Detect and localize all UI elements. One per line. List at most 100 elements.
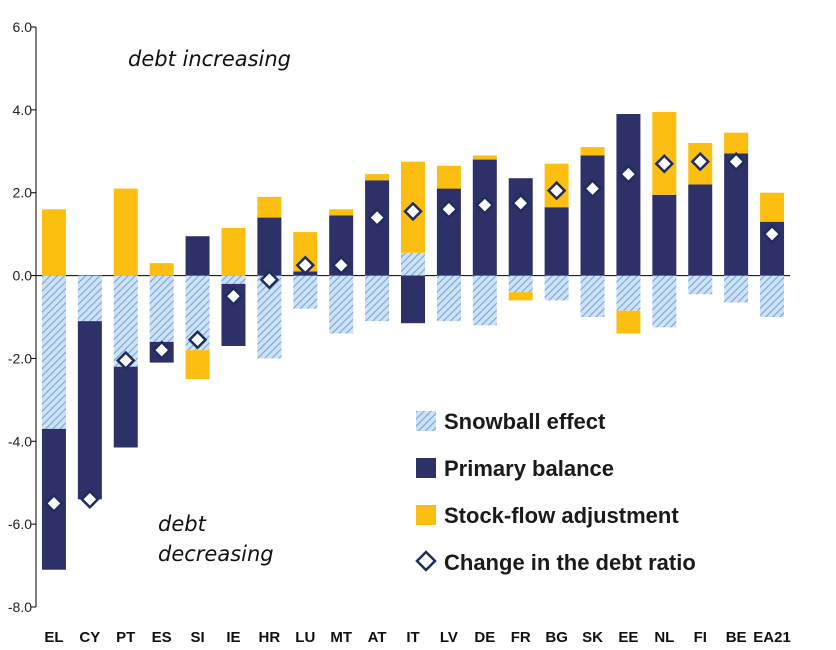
legend-swatch-snowball xyxy=(416,411,436,431)
x-tick-label-ea21: EA21 xyxy=(753,629,791,646)
x-tick-label-si: SI xyxy=(190,629,204,646)
stock-flow-bar-ea21 xyxy=(760,192,785,222)
y-tick-label: -8.0 xyxy=(8,599,32,615)
annotation-debt: debt xyxy=(158,512,207,536)
snowball-bar-es xyxy=(149,275,174,342)
x-tick-label-mt: MT xyxy=(330,629,352,646)
x-tick-label-at: AT xyxy=(368,629,387,646)
primary-balance-bar-hr xyxy=(257,217,282,276)
x-tick-label-cy: CY xyxy=(79,629,100,646)
y-tick-label: 6.0 xyxy=(13,19,33,35)
annotation-debt-increasing: debt increasing xyxy=(128,47,291,71)
snowball-bar-de xyxy=(472,275,497,326)
debt-change-marker-ee xyxy=(618,164,639,184)
primary-balance-bar-at xyxy=(365,180,390,276)
debt-change-marker-hr xyxy=(259,269,280,290)
debt-change-marker-pt xyxy=(115,350,136,371)
primary-balance-bar-cy xyxy=(77,321,102,500)
x-tick-label-ee: EE xyxy=(618,629,638,646)
snowball-bar-it xyxy=(401,252,425,276)
annotation-decreasing: decreasing xyxy=(158,542,274,566)
snowball-bar-fr xyxy=(508,275,533,293)
snowball-bar-ee xyxy=(616,275,641,311)
stock-flow-bar-nl xyxy=(652,111,677,195)
primary-balance-bar-fr xyxy=(508,178,533,276)
x-tick-label-sk: SK xyxy=(582,629,603,646)
primary-balance-bar-bg xyxy=(544,207,569,276)
stock-flow-bar-hr xyxy=(257,196,282,218)
y-tick-label: 4.0 xyxy=(13,102,33,118)
stock-flow-bar-el xyxy=(41,209,66,276)
primary-balance-bar-fi xyxy=(688,184,713,276)
x-tick-label-de: DE xyxy=(474,629,495,646)
x-tick-label-it: IT xyxy=(406,629,419,646)
stock-flow-bar-de xyxy=(472,155,497,160)
stock-flow-bar-ee xyxy=(616,310,641,334)
snowball-bar-mt xyxy=(329,275,354,334)
debt-change-marker-cy xyxy=(80,489,100,510)
snowball-bar-at xyxy=(365,275,390,322)
debt-change-marker-el xyxy=(44,493,64,514)
x-tick-label-es: ES xyxy=(152,629,172,646)
legend-label-debt-change: Change in the debt ratio xyxy=(444,550,696,575)
x-tick-label-el: EL xyxy=(44,629,63,646)
primary-balance-bar-it xyxy=(401,275,425,324)
y-tick-label: -2.0 xyxy=(8,350,32,366)
debt-change-marker-fr xyxy=(510,193,531,213)
debt-change-marker-bg xyxy=(546,180,567,201)
debt-change-marker-ea21 xyxy=(762,224,782,244)
primary-balance-bar-de xyxy=(472,159,497,276)
legend-swatch-stockflow xyxy=(416,505,436,525)
primary-balance-bar-pt xyxy=(113,366,138,448)
snowball-bar-bg xyxy=(544,275,569,301)
snowball-bar-lv xyxy=(436,275,461,322)
debt-change-marker-fi xyxy=(690,151,711,172)
legend-label-snowball: Snowball effect xyxy=(444,409,606,434)
primary-balance-bar-si xyxy=(185,236,210,276)
snowball-bar-lu xyxy=(293,275,318,309)
stock-flow-bar-ie xyxy=(221,227,246,276)
primary-balance-bar-nl xyxy=(652,194,677,276)
x-tick-label-pt: PT xyxy=(116,629,135,646)
snowball-bar-ie xyxy=(221,275,246,284)
x-tick-label-lu: LU xyxy=(295,629,315,646)
debt-change-marker-es xyxy=(151,340,172,360)
debt-change-marker-lv xyxy=(439,199,459,220)
x-tick-label-fi: FI xyxy=(694,629,707,646)
x-tick-label-ie: IE xyxy=(226,629,240,646)
y-tick-label: -6.0 xyxy=(8,516,32,532)
snowball-bar-nl xyxy=(652,275,677,328)
legend-label-stockflow: Stock-flow adjustment xyxy=(444,503,679,528)
x-tick-label-hr: HR xyxy=(259,629,281,646)
snowball-bar-fi xyxy=(688,275,713,295)
y-tick-label: -4.0 xyxy=(8,433,32,449)
debt-change-marker-at xyxy=(367,207,387,228)
stock-flow-bar-mt xyxy=(329,209,354,216)
stock-flow-bar-fr xyxy=(508,292,533,301)
stock-flow-bar-es xyxy=(149,263,174,276)
legend: Snowball effect Primary balance Stock-fl… xyxy=(415,409,696,575)
x-tick-label-nl: NL xyxy=(654,629,674,646)
x-tick-label-be: BE xyxy=(726,629,747,646)
debt-change-marker-sk xyxy=(582,178,603,199)
legend-label-primary: Primary balance xyxy=(444,456,614,481)
primary-balance-bar-be xyxy=(724,153,749,276)
stock-flow-bar-pt xyxy=(113,188,138,276)
snowball-bar-sk xyxy=(580,275,605,317)
x-tick-label-lv: LV xyxy=(440,629,458,646)
x-tick-label-fr: FR xyxy=(511,629,531,646)
stock-flow-bar-sk xyxy=(580,147,605,156)
x-tick-label-bg: BG xyxy=(545,629,568,646)
stock-flow-bar-lv xyxy=(436,165,461,189)
debt-change-marker-be xyxy=(726,151,746,172)
debt-change-marker-si xyxy=(187,330,208,350)
snowball-bar-ea21 xyxy=(760,275,785,317)
debt-change-marker-mt xyxy=(331,255,351,275)
primary-balance-bar-sk xyxy=(580,155,605,276)
y-tick-label: 0.0 xyxy=(13,268,33,284)
debt-change-marker-it xyxy=(403,201,423,222)
snowball-bar-el xyxy=(41,275,66,429)
primary-balance-bar-ee xyxy=(616,114,641,276)
debt-change-marker-de xyxy=(475,195,495,215)
